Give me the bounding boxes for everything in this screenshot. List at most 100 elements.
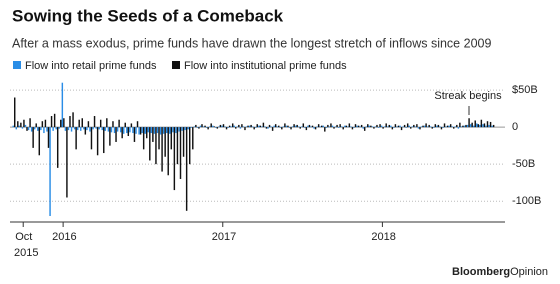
bar: [21, 127, 24, 129]
bar: [324, 127, 326, 132]
legend-label: Flow into institutional prime funds: [184, 60, 347, 72]
bar: [274, 124, 277, 128]
bar: [46, 127, 48, 132]
bar: [207, 127, 209, 130]
bar: [278, 125, 280, 128]
bar: [104, 127, 107, 131]
bar: [242, 126, 245, 128]
bar: [96, 127, 99, 156]
bar: [466, 124, 469, 128]
bar: [410, 127, 412, 129]
bar: [38, 127, 41, 156]
bar: [365, 126, 367, 128]
bar: [259, 125, 262, 128]
bar: [215, 127, 217, 128]
bar: [271, 127, 274, 131]
bar: [135, 127, 137, 134]
bar: [20, 122, 22, 128]
bar: [480, 119, 483, 128]
bar: [176, 127, 179, 165]
bar: [279, 127, 282, 128]
bar: [440, 127, 443, 130]
bar: [146, 127, 148, 139]
bar: [47, 127, 50, 148]
bar: [50, 116, 53, 128]
bar: [374, 126, 377, 128]
bar: [344, 125, 346, 128]
bar: [238, 124, 240, 128]
bar: [27, 127, 30, 131]
bar: [219, 124, 222, 128]
x-tick-label: 2018: [371, 231, 395, 243]
bar: [216, 127, 219, 129]
bar: [76, 127, 79, 131]
bar: [30, 127, 33, 132]
bar: [103, 127, 105, 154]
bar: [136, 121, 139, 128]
bar: [383, 126, 386, 128]
bar: [473, 125, 475, 128]
y-tick-label: $50B: [512, 84, 538, 96]
bar: [459, 122, 461, 128]
bar: [314, 127, 317, 130]
bar: [35, 123, 37, 128]
bar: [115, 127, 117, 142]
bar: [339, 124, 341, 128]
legend-swatch: [13, 61, 21, 69]
bar: [126, 127, 128, 134]
bar: [264, 126, 266, 128]
bar: [98, 127, 100, 130]
bar: [23, 119, 25, 128]
bar: [182, 127, 185, 157]
bar: [357, 125, 360, 128]
bar: [322, 125, 325, 128]
bar: [416, 124, 418, 128]
bar: [201, 124, 203, 128]
bar: [173, 127, 176, 191]
bar: [463, 125, 466, 128]
bar: [423, 125, 426, 128]
bar: [106, 118, 108, 128]
bar: [350, 126, 352, 128]
bar: [49, 127, 51, 216]
bar: [388, 124, 390, 128]
bar: [367, 124, 369, 128]
bar: [360, 124, 363, 128]
bar: [124, 122, 126, 128]
bar: [44, 119, 47, 128]
bar: [265, 127, 268, 129]
bar: [400, 127, 403, 131]
bar: [113, 127, 116, 134]
bar: [70, 127, 73, 132]
bar: [403, 124, 406, 128]
bar: [12, 125, 14, 128]
bar: [26, 127, 28, 131]
bar: [371, 126, 374, 128]
bar: [251, 126, 254, 128]
bar: [276, 126, 278, 128]
bar: [205, 127, 208, 128]
bar: [167, 127, 169, 176]
bar: [161, 127, 163, 172]
bar: [491, 125, 493, 128]
bar: [53, 113, 56, 128]
bar: [147, 127, 150, 133]
bar: [164, 127, 166, 157]
bar: [144, 127, 146, 134]
bar: [348, 123, 351, 128]
bar: [406, 123, 409, 128]
bar: [75, 127, 77, 150]
bar: [236, 126, 239, 128]
bar: [382, 127, 384, 129]
bar: [158, 127, 160, 150]
bar: [58, 127, 60, 129]
bar: [64, 127, 67, 131]
bar: [422, 125, 424, 128]
bar: [385, 123, 387, 128]
bar: [351, 127, 354, 130]
bar: [221, 125, 223, 128]
bar: [116, 127, 119, 132]
bar: [453, 127, 455, 129]
bar: [63, 118, 65, 128]
